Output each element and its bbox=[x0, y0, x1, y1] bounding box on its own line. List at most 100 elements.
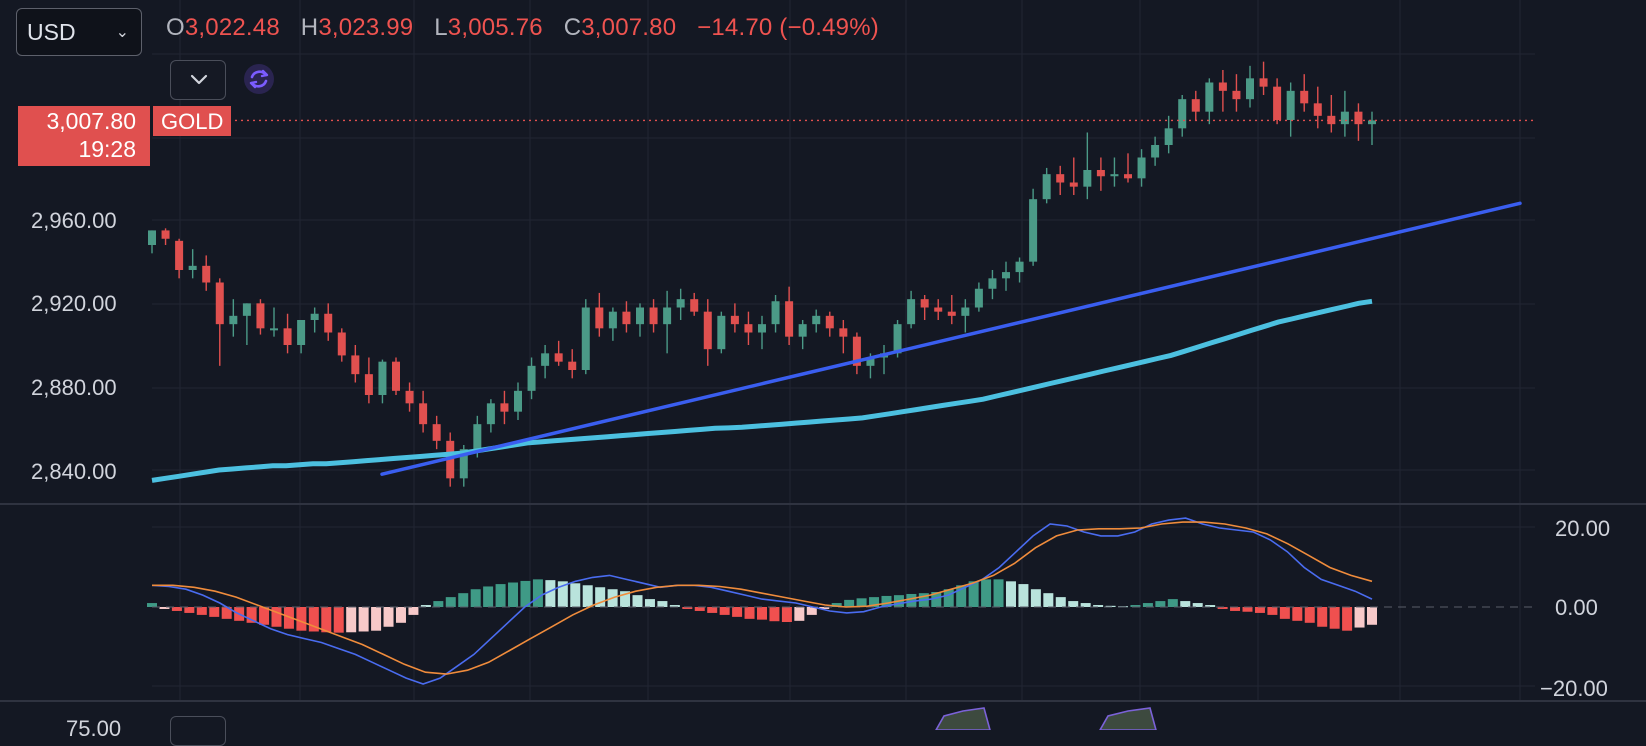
candle-body bbox=[1110, 174, 1119, 177]
candle-body bbox=[1124, 174, 1132, 179]
candle bbox=[1137, 149, 1146, 187]
macd-hist-bar bbox=[1192, 603, 1203, 607]
candle bbox=[961, 299, 970, 333]
candle bbox=[324, 303, 333, 341]
candle bbox=[486, 399, 495, 433]
candle bbox=[1327, 95, 1336, 133]
candle bbox=[188, 249, 197, 279]
candle bbox=[1178, 95, 1187, 137]
candle-body bbox=[934, 307, 943, 312]
macd-hist-bar bbox=[956, 585, 967, 607]
candle bbox=[392, 357, 400, 395]
candle bbox=[1273, 78, 1282, 125]
candle-body bbox=[1015, 261, 1024, 273]
candle bbox=[514, 382, 522, 420]
refresh-icon[interactable] bbox=[243, 63, 275, 95]
candle bbox=[1124, 153, 1132, 183]
candle bbox=[825, 311, 834, 337]
candle-body bbox=[866, 357, 875, 366]
candle-body bbox=[974, 288, 983, 308]
macd-hist-bar bbox=[445, 597, 456, 607]
candle-body bbox=[527, 365, 536, 391]
candle-body bbox=[1259, 78, 1268, 87]
macd-hist-bar bbox=[582, 585, 593, 607]
price-tick: 2,960.00 bbox=[31, 208, 117, 233]
macd-hist-bar bbox=[321, 607, 332, 633]
trendline bbox=[380, 201, 1522, 476]
candle-body bbox=[1286, 90, 1295, 120]
candle-body bbox=[324, 313, 333, 333]
macd-hist-bar bbox=[1080, 603, 1091, 607]
macd-hist-bar bbox=[333, 607, 344, 633]
macd-hist-bar bbox=[682, 607, 693, 609]
macd-hist-bar bbox=[383, 607, 394, 627]
candle bbox=[1205, 78, 1214, 125]
candle bbox=[337, 328, 346, 362]
macd-hist-bar bbox=[794, 607, 805, 621]
candle bbox=[690, 292, 699, 316]
last-price-value: 3,007.80 bbox=[46, 108, 136, 134]
macd-hist-bar bbox=[570, 583, 581, 607]
macd-hist-bar bbox=[968, 581, 979, 607]
candle-body bbox=[337, 332, 346, 356]
moving-average-line bbox=[151, 298, 1373, 483]
currency-select[interactable]: USD ⌄ bbox=[16, 8, 142, 56]
candle-body bbox=[1029, 199, 1038, 262]
candle-body bbox=[1002, 272, 1010, 279]
candle-body bbox=[1273, 86, 1282, 120]
macd-hist-bar bbox=[781, 607, 792, 623]
candle-body bbox=[229, 315, 238, 325]
macd-hist-bar bbox=[557, 581, 568, 607]
macd-hist-bar bbox=[1242, 607, 1253, 612]
chart-canvas[interactable] bbox=[0, 0, 1646, 730]
candle bbox=[974, 282, 983, 312]
chevron-down-icon: ⌄ bbox=[115, 24, 129, 41]
candle-body bbox=[785, 301, 794, 337]
rsi-area bbox=[1099, 707, 1157, 730]
candle bbox=[988, 270, 997, 300]
candle bbox=[730, 303, 739, 333]
macd-hist-bar bbox=[1043, 593, 1054, 607]
candle bbox=[297, 320, 306, 354]
candle bbox=[758, 315, 766, 350]
symbol-badge: GOLD bbox=[153, 106, 232, 136]
candle bbox=[1151, 136, 1160, 166]
candle bbox=[1110, 157, 1119, 187]
candle bbox=[595, 292, 604, 337]
candle-body bbox=[364, 374, 373, 395]
macd-tick: 0.00 bbox=[1555, 595, 1598, 620]
macd-hist-bar bbox=[532, 579, 543, 607]
candle-body bbox=[432, 424, 441, 441]
candle bbox=[812, 309, 821, 333]
price-series bbox=[148, 61, 1376, 487]
macd-hist-bar bbox=[470, 589, 481, 607]
change-value: −14.70 (−0.49%) bbox=[697, 14, 879, 41]
macd-hist-bar bbox=[147, 603, 157, 607]
macd-hist-bar bbox=[644, 599, 655, 607]
signal-line bbox=[152, 521, 1373, 675]
candle-body bbox=[608, 311, 617, 329]
rsi-legend-button[interactable] bbox=[170, 716, 226, 746]
collapse-legend-button[interactable] bbox=[170, 60, 226, 100]
last-price-tag: 3,007.80 19:28 bbox=[18, 106, 150, 166]
candle-body bbox=[1368, 120, 1376, 125]
macd-hist-bar bbox=[184, 607, 195, 613]
candle bbox=[622, 301, 631, 333]
candle bbox=[581, 299, 590, 375]
macd-hist-bar bbox=[719, 607, 730, 615]
candle-body bbox=[703, 311, 712, 350]
candle bbox=[744, 311, 753, 345]
candle-body bbox=[676, 299, 685, 308]
macd-hist-bar bbox=[981, 579, 992, 607]
macd-hist-bar bbox=[1167, 599, 1178, 607]
macd-hist-bar bbox=[1217, 607, 1228, 609]
macd-hist-bar bbox=[632, 595, 643, 607]
candle bbox=[1218, 70, 1227, 112]
macd-hist-bar bbox=[1155, 601, 1166, 607]
candle-body bbox=[215, 282, 224, 325]
candle bbox=[419, 390, 428, 433]
candle bbox=[771, 295, 780, 333]
candle-body bbox=[649, 307, 658, 325]
candle-body bbox=[283, 328, 292, 345]
macd-hist-bar bbox=[520, 580, 531, 607]
